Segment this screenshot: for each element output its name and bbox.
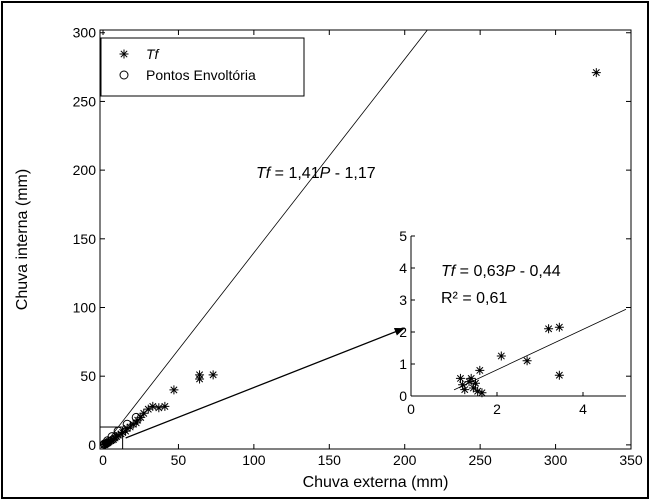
inset-x-tick-label: 2 bbox=[493, 401, 501, 417]
inset-tf-point bbox=[554, 322, 564, 332]
x-tick-label: 150 bbox=[318, 452, 342, 468]
inset-y-tick-label: 5 bbox=[399, 228, 407, 244]
inset-x-tick-label: 4 bbox=[579, 401, 587, 417]
inset-tf-point bbox=[544, 324, 554, 334]
y-tick-label: 150 bbox=[73, 231, 97, 247]
inset-tf-point bbox=[554, 370, 564, 380]
tf-point bbox=[131, 418, 141, 428]
inset-r2-label: R² = 0,61 bbox=[441, 290, 507, 307]
tf-point bbox=[169, 385, 179, 395]
fit-line bbox=[102, 30, 428, 447]
fit-equation-label: Tf = 1,41P - 1,17 bbox=[256, 165, 376, 182]
x-tick-label: 300 bbox=[544, 452, 568, 468]
inset-fit-equation-label-part-3: - 0,44 bbox=[515, 263, 560, 280]
tf-point bbox=[109, 434, 119, 444]
plot-area bbox=[99, 29, 632, 450]
inset-tf-point bbox=[455, 373, 465, 383]
inset-tf-point bbox=[468, 383, 478, 393]
zoom-arrow bbox=[125, 327, 405, 439]
zoom-arrow-head bbox=[393, 328, 405, 336]
y-tick-label: 200 bbox=[73, 162, 97, 178]
tf-point bbox=[160, 401, 170, 411]
tf-point bbox=[143, 404, 153, 414]
inset-y-tick-label: 1 bbox=[399, 356, 407, 372]
tf-point bbox=[99, 440, 109, 450]
zoom-box bbox=[99, 426, 124, 450]
fit-equation-label-part-1: = 1,41 bbox=[270, 165, 319, 182]
main-plot: 0 50 100 150 200 250 300 350050100150200250300C… bbox=[14, 25, 643, 491]
inset-y-tick-label: 2 bbox=[399, 324, 407, 340]
y-axis-label: Chuva interna (mm) bbox=[14, 169, 31, 310]
y-tick-label: 0 bbox=[88, 437, 96, 453]
tf-point bbox=[107, 435, 117, 445]
envelope-point bbox=[122, 419, 132, 429]
y-tick-label: 50 bbox=[80, 368, 96, 384]
tf-point bbox=[148, 401, 158, 411]
inset-tf-point bbox=[466, 373, 476, 383]
x-tick-label: 250 bbox=[468, 452, 492, 468]
inset-tf-point bbox=[460, 385, 470, 395]
inset-x-tick-label: 0 bbox=[407, 401, 415, 417]
inset-y-tick-label: 3 bbox=[399, 292, 407, 308]
tf-point bbox=[154, 403, 164, 413]
y-tick-label: 100 bbox=[73, 300, 97, 316]
tf-point bbox=[591, 68, 601, 78]
legend: Tf Pontos Envoltória bbox=[100, 37, 305, 97]
inset-y-tick-label: 4 bbox=[399, 260, 407, 276]
inset-tf-point bbox=[471, 378, 480, 388]
tf-point bbox=[139, 408, 149, 418]
fit-equation-label-part-2: P bbox=[320, 165, 331, 182]
x-tick-label: 100 bbox=[242, 452, 266, 468]
y-tick-label: 250 bbox=[73, 93, 97, 109]
x-axis-label: Chuva externa (mm) bbox=[303, 474, 449, 491]
tf-point bbox=[195, 374, 205, 384]
envelope-point bbox=[103, 436, 113, 446]
legend-label: Tf bbox=[146, 46, 161, 62]
inset-plot: 0 1 2 3 4 5 0 2 4 Tf = 0,63P - 0,44 R² = 0,61 bbox=[399, 228, 627, 417]
inset-fit-equation-label-part-1: = 0,63 bbox=[455, 263, 504, 280]
envelope-point bbox=[131, 412, 141, 422]
inset-tf-point bbox=[473, 386, 483, 396]
x-tick-label: 350 bbox=[619, 452, 643, 468]
inset-tf-point bbox=[458, 380, 468, 390]
envelope-point bbox=[100, 439, 110, 449]
tf-point bbox=[208, 370, 218, 380]
inset-tf-point bbox=[464, 377, 474, 387]
inset-fit-equation-label-part-0: Tf bbox=[441, 263, 457, 280]
inset-y-tick-label: 0 bbox=[399, 388, 407, 404]
legend-box bbox=[100, 37, 305, 97]
x-tick-label: 0 bbox=[99, 452, 107, 468]
legend-marker-tf bbox=[119, 49, 129, 59]
y-tick-label: 300 bbox=[73, 25, 97, 41]
x-tick-label: 50 bbox=[171, 452, 187, 468]
fit-equation-label-part-3: - 1,17 bbox=[330, 165, 375, 182]
inset-fit-equation-label-part-2: P bbox=[505, 263, 516, 280]
inset-tf-point bbox=[522, 356, 532, 366]
inset-tf-point bbox=[477, 388, 487, 398]
inset-tf-point bbox=[475, 365, 485, 375]
tf-point bbox=[121, 426, 131, 436]
inset-fit-line bbox=[453, 308, 627, 391]
fit-equation-label-part-0: Tf bbox=[256, 165, 272, 182]
legend-label: Pontos Envoltória bbox=[146, 67, 256, 83]
tf-point bbox=[133, 415, 143, 425]
legend-marker-circle bbox=[119, 70, 129, 80]
inset-tf-point bbox=[496, 351, 506, 361]
x-tick-label: 200 bbox=[393, 452, 417, 468]
inset-fit-equation-label: Tf = 0,63P - 0,44 bbox=[441, 263, 561, 280]
